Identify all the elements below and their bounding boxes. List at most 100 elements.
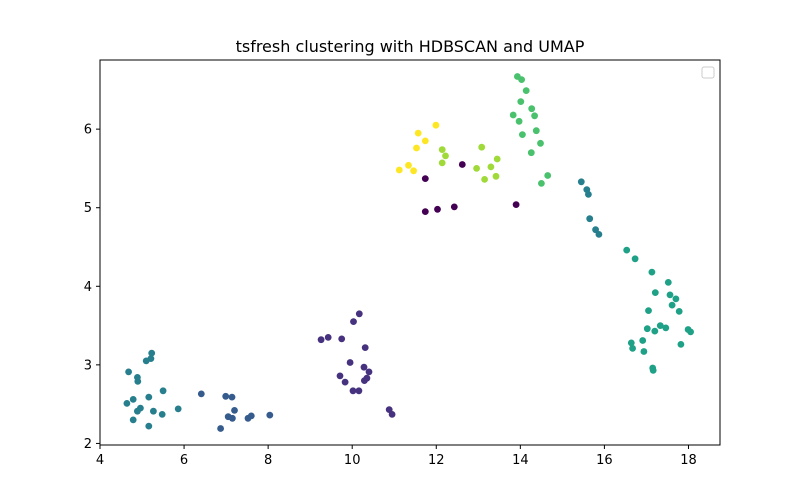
data-point-cluster-3-16 — [145, 422, 153, 430]
data-point-cluster-3-12 — [150, 407, 157, 415]
data-point-cluster-6-8 — [492, 172, 500, 180]
data-point-cluster-4-5 — [666, 291, 674, 299]
points-layer — [123, 73, 694, 432]
data-point-cluster-2-2 — [228, 393, 236, 401]
data-point-cluster-4-15 — [687, 328, 694, 336]
y-tick-label: 3 — [84, 358, 92, 373]
data-point-cluster-0-2 — [421, 208, 429, 216]
data-point-cluster-6-4 — [493, 155, 501, 163]
data-point-cluster-1-4 — [355, 310, 363, 318]
data-point-cluster-6-2 — [442, 152, 449, 160]
data-point-cluster-4-12 — [643, 325, 651, 333]
data-point-cluster-6-6 — [487, 163, 495, 171]
data-point-cluster-5-5 — [509, 111, 517, 119]
y-tick-label: 2 — [84, 437, 92, 452]
data-point-cluster-1-3 — [350, 318, 357, 325]
data-point-cluster-2-5 — [231, 407, 238, 414]
data-point-cluster-4-9 — [645, 307, 652, 314]
data-point-cluster-3-11 — [134, 407, 141, 415]
data-point-cluster-5-8 — [532, 127, 540, 135]
y-tick-label: 5 — [84, 201, 92, 216]
data-point-cluster-1-12 — [363, 374, 371, 382]
data-point-cluster-4-0 — [623, 246, 631, 254]
data-point-cluster-4-6 — [672, 295, 680, 303]
plot-frame — [99, 59, 721, 446]
data-point-cluster-6-0 — [478, 143, 486, 151]
data-point-cluster-7-2 — [421, 137, 429, 145]
data-point-cluster-2-9 — [217, 425, 225, 432]
data-point-cluster-3-22 — [595, 231, 603, 238]
data-point-cluster-7-5 — [395, 166, 403, 174]
data-point-cluster-3-17 — [577, 178, 585, 186]
data-point-cluster-4-19 — [640, 348, 648, 355]
data-point-cluster-1-8 — [346, 359, 354, 366]
x-tick-label: 14 — [512, 453, 529, 468]
data-point-cluster-5-7 — [515, 117, 523, 125]
data-point-cluster-3-19 — [585, 191, 592, 198]
data-point-cluster-3-13 — [158, 411, 166, 418]
data-point-cluster-4-11 — [662, 324, 670, 332]
data-point-cluster-1-14 — [355, 387, 363, 395]
data-point-cluster-5-6 — [531, 112, 538, 120]
data-point-cluster-4-16 — [639, 337, 647, 344]
data-point-cluster-4-2 — [648, 268, 656, 276]
data-point-cluster-3-9 — [123, 400, 131, 407]
data-point-cluster-3-0 — [148, 349, 156, 357]
data-point-cluster-7-0 — [432, 121, 440, 129]
data-point-cluster-5-4 — [528, 105, 536, 113]
data-point-cluster-4-18 — [629, 345, 636, 352]
data-point-cluster-7-3 — [413, 144, 420, 152]
data-point-cluster-6-5 — [473, 165, 480, 172]
data-point-cluster-4-13 — [651, 327, 659, 335]
data-point-cluster-5-1 — [518, 76, 525, 83]
data-point-cluster-7-4 — [405, 161, 412, 169]
data-point-cluster-1-5 — [361, 344, 369, 351]
data-point-cluster-3-7 — [145, 393, 153, 401]
data-point-cluster-5-3 — [517, 98, 525, 105]
x-tick-label: 16 — [596, 453, 613, 468]
data-point-cluster-4-8 — [675, 308, 683, 315]
x-tick-label: 8 — [264, 453, 272, 468]
data-point-cluster-7-1 — [414, 129, 422, 137]
data-point-cluster-5-2 — [522, 87, 530, 94]
data-point-cluster-5-9 — [519, 131, 526, 139]
x-tick-label: 6 — [180, 453, 188, 468]
data-point-cluster-4-10 — [656, 322, 664, 329]
data-point-cluster-3-20 — [586, 215, 594, 223]
data-point-cluster-4-20 — [677, 341, 685, 348]
x-tick-label: 18 — [680, 453, 697, 468]
data-point-cluster-4-3 — [664, 279, 672, 286]
data-point-cluster-2-4 — [229, 414, 236, 422]
data-point-cluster-0-0 — [421, 175, 429, 183]
data-point-cluster-4-1 — [631, 255, 639, 263]
data-point-cluster-4-7 — [668, 301, 676, 309]
data-point-cluster-5-13 — [544, 172, 552, 179]
y-tick-label: 6 — [84, 123, 92, 138]
data-point-cluster-5-10 — [537, 139, 544, 147]
data-point-cluster-2-7 — [247, 412, 255, 420]
data-point-cluster-0-4 — [450, 203, 458, 211]
x-tick-label: 10 — [344, 453, 361, 468]
data-point-cluster-7-6 — [410, 167, 417, 175]
data-point-cluster-3-8 — [129, 396, 137, 403]
x-axis: 4 6 8 10 12 14 16 18 — [96, 445, 697, 468]
chart-title: tsfresh clustering with HDBSCAN and UMAP — [236, 37, 585, 56]
data-point-cluster-5-11 — [527, 149, 535, 157]
data-point-cluster-0-5 — [512, 201, 520, 209]
data-point-cluster-6-3 — [438, 159, 446, 167]
data-point-cluster-1-7 — [341, 378, 349, 386]
data-point-cluster-1-2 — [338, 335, 346, 343]
data-point-cluster-3-15 — [129, 416, 137, 424]
legend-box — [701, 66, 715, 79]
data-point-cluster-1-0 — [317, 336, 325, 344]
data-point-cluster-2-1 — [222, 392, 230, 400]
x-tick-label: 4 — [96, 453, 104, 468]
data-point-cluster-1-13 — [349, 387, 357, 395]
data-point-cluster-1-16 — [388, 411, 396, 418]
data-point-cluster-2-8 — [266, 411, 274, 419]
data-point-cluster-3-6 — [159, 387, 167, 395]
data-point-cluster-5-12 — [538, 180, 545, 187]
data-point-cluster-0-3 — [434, 205, 441, 213]
data-point-cluster-4-22 — [649, 367, 657, 374]
